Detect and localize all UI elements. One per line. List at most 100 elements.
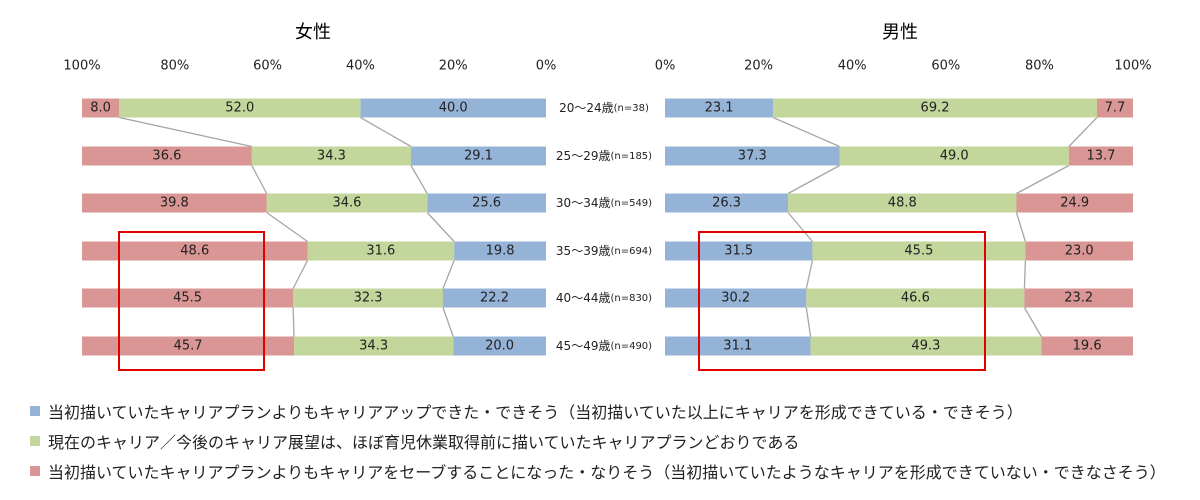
male-bar-up [665,288,807,308]
male-bar-save [1041,336,1133,356]
female-tick-label: 40% [346,59,375,74]
category-label: 40～44歳(n=830) [556,291,652,305]
legend-swatch-up [30,406,40,416]
male-connector-line [1023,260,1027,289]
female-value-label: 22.2 [480,291,509,306]
male-connector-line [787,212,813,242]
male-value-label: 13.7 [1086,149,1115,164]
legend-label-up: 当初描いていたキャリアプランよりもキャリアアップできた・できそう（当初描いていた… [48,403,1023,422]
male-value-label: 26.3 [712,196,741,211]
female-bar-up [410,146,546,166]
female-bar-save [82,146,252,166]
female-connector-line [360,116,412,148]
female-value-label: 52.0 [225,101,254,116]
male-value-label: 30.2 [721,291,750,306]
female-value-label: 40.0 [439,101,468,116]
male-value-label: 23.2 [1064,291,1093,306]
female-axis-ticks: 100% 80% 60% 40% 20% 0% [63,59,556,74]
male-bar-up [665,241,813,261]
female-connector-line [292,260,309,289]
female-value-label: 29.1 [464,149,493,164]
category-label: 30～34歳(n=549) [556,196,652,210]
highlight-boxes [118,231,986,371]
female-value-label: 19.8 [486,244,515,259]
female-bar-up [360,98,546,118]
male-connector-line [787,164,840,195]
male-bar-save [1016,193,1133,213]
male-value-label: 46.6 [901,291,930,306]
male-bar-save [1096,98,1133,118]
legend-item-save: 当初描いていたキャリアプランよりもキャリアをセーブすることになった・なりそう（当… [30,456,1190,486]
male-value-label: 31.1 [723,339,752,354]
female-tick-label: 20% [439,59,468,74]
connector-lines [118,116,1098,337]
male-connector-line [1016,164,1070,195]
female-bar-same [251,146,411,166]
legend-swatch-same [30,436,40,446]
male-title: 男性 [882,22,918,43]
female-bar-same [266,193,428,213]
female-value-label: 34.6 [332,196,361,211]
male-tick-label: 20% [744,59,773,74]
male-bar-same [810,336,1042,356]
female-bar-up [454,241,546,261]
female-value-label: 45.7 [174,339,203,354]
male-value-label: 37.3 [738,149,767,164]
category-label: 25～29歳(n=185) [556,149,652,163]
male-bar-same [788,193,1017,213]
male-bar-same [812,241,1026,261]
male-value-label: 31.5 [724,244,753,259]
legend-swatch-save [30,466,40,476]
female-value-label: 39.8 [160,196,189,211]
female-value-label: 34.3 [317,149,346,164]
female-connector-line [426,212,455,242]
category-labels: 20～24歳(n=38) 25～29歳(n=185) 30～34歳(n=549) 35… [556,101,652,353]
female-connector-line [118,116,252,148]
chart-svg: 女性 男性 100% 80% 60% 40% 20% 0% 0% 20% 40% 60% 80% 1… [63,22,1152,371]
female-connector-line [292,307,295,337]
male-value-label: 45.5 [904,244,933,259]
female-title: 女性 [295,22,331,43]
female-connector-line [410,165,428,194]
female-tick-label: 0% [536,59,557,74]
male-bar-same [773,98,1097,118]
male-axis-ticks: 0% 20% 40% 60% 80% 100% [655,59,1152,74]
female-value-label: 31.6 [366,244,395,259]
female-highlight-box [118,231,265,371]
male-value-label: 19.6 [1073,339,1102,354]
male-connector-line [805,307,812,337]
female-value-label: 45.5 [173,291,202,306]
female-value-label: 8.0 [90,101,111,116]
female-bar-same [293,288,443,308]
female-value-label: 20.0 [485,339,514,354]
female-connector-line [266,211,308,243]
female-connector-line [442,307,454,337]
female-bar-save [82,241,308,261]
male-value-label: 48.8 [888,196,917,211]
female-value-label: 48.6 [180,244,209,259]
male-value-label: 69.2 [921,101,950,116]
male-connector-line [805,260,814,289]
legend-item-up: 当初描いていたキャリアプランよりもキャリアアップできた・できそう（当初描いていた… [30,396,1190,426]
category-label: 20～24歳(n=38) [559,101,649,115]
male-tick-label: 100% [1114,59,1151,74]
legend-label-same: 現在のキャリア／今後のキャリア展望は、ほぼ育児休業取得前に描いていたキャリアプラ… [48,433,800,452]
male-connector-line [1023,307,1042,337]
male-bar-same [806,288,1025,308]
male-tick-label: 40% [838,59,867,74]
legend: 当初描いていたキャリアプランよりもキャリアアップできた・できそう（当初描いていた… [30,396,1190,486]
female-bar-same [307,241,455,261]
male-bar-same [839,146,1069,166]
category-label: 45～49歳(n=490) [556,339,652,353]
male-bar-up [665,146,840,166]
male-value-label: 49.0 [940,149,969,164]
male-value-label: 24.9 [1060,196,1089,211]
male-bar-save [1025,241,1133,261]
legend-item-same: 現在のキャリア／今後のキャリア展望は、ほぼ育児休業取得前に描いていたキャリアプラ… [30,426,1190,456]
legend-label-save: 当初描いていたキャリアプランよりもキャリアをセーブすることになった・なりそう（当… [48,463,1166,482]
male-tick-label: 60% [931,59,960,74]
male-value-label: 49.3 [911,339,940,354]
male-value-label: 23.1 [705,101,734,116]
male-connector-line [1068,117,1098,147]
male-bar-up [665,336,811,356]
